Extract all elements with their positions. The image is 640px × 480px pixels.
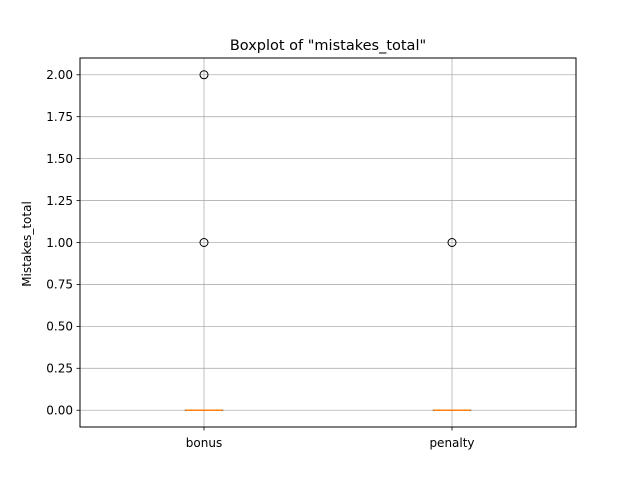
y-tick-label: 1.00 xyxy=(46,236,73,250)
y-tick-label: 0.75 xyxy=(46,278,73,292)
chart-title: Boxplot of "mistakes_total" xyxy=(230,38,426,54)
outlier-point xyxy=(447,238,457,247)
outlier-point xyxy=(199,238,209,247)
plot-frame xyxy=(79,57,577,428)
y-tick-label: 0.50 xyxy=(46,320,73,334)
y-tick-label: 0.25 xyxy=(46,362,73,376)
grid-lines xyxy=(80,58,576,427)
y-tick-label: 1.75 xyxy=(46,110,73,124)
y-tick-label: 0.00 xyxy=(46,404,73,418)
y-tick-label: 2.00 xyxy=(46,68,73,82)
outlier-point xyxy=(199,70,209,80)
tick-labels: 0.00 0.25 0.50 0.75 1.00 1.25 1.50 1.75 2.00 bonu… xyxy=(46,68,474,450)
axes xyxy=(76,74,453,431)
box-marks xyxy=(184,70,472,411)
y-axis-label: Mistakes_total xyxy=(20,201,34,287)
x-tick-label: bonus xyxy=(186,436,222,450)
y-tick-label: 1.50 xyxy=(46,152,73,166)
y-tick-label: 1.25 xyxy=(46,194,73,208)
x-tick-label: penalty xyxy=(429,436,474,450)
